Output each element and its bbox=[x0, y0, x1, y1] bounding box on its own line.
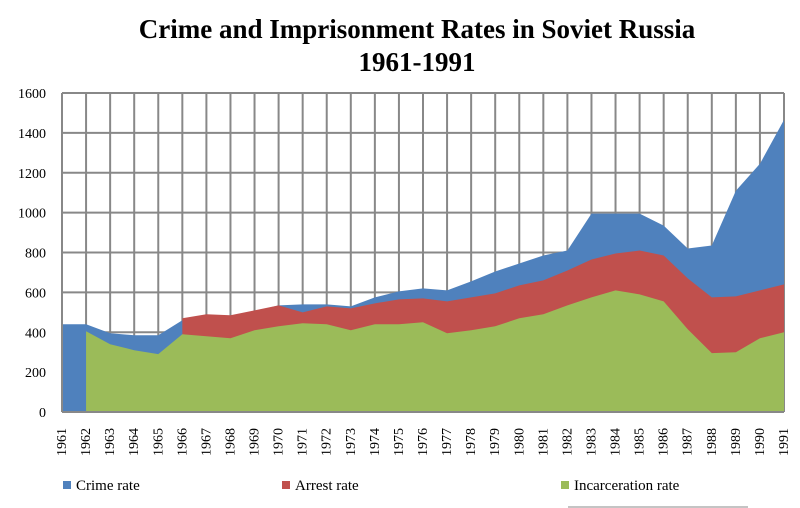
x-tick-label: 1975 bbox=[392, 428, 407, 456]
chart-subtitle: 1961-1991 bbox=[359, 47, 476, 77]
y-tick-label: 1200 bbox=[18, 167, 46, 182]
x-tick-label: 1966 bbox=[175, 428, 190, 456]
x-tick-label: 1980 bbox=[512, 428, 527, 456]
legend-label: Arrest rate bbox=[295, 478, 359, 494]
y-axis-tick-labels: 0 200 400 600 800 1000 1200 1400 1600 bbox=[18, 87, 46, 421]
x-tick-label: 1969 bbox=[248, 428, 263, 456]
x-tick-label: 1973 bbox=[344, 428, 359, 456]
axes bbox=[61, 93, 784, 413]
x-tick-label: 1963 bbox=[103, 428, 118, 456]
x-tick-label: 1971 bbox=[296, 428, 311, 456]
x-tick-label: 1968 bbox=[223, 428, 238, 456]
x-tick-label: 1990 bbox=[753, 428, 768, 456]
legend-swatch bbox=[561, 481, 569, 489]
y-tick-label: 400 bbox=[25, 326, 46, 341]
x-tick-label: 1965 bbox=[151, 428, 166, 456]
y-tick-label: 0 bbox=[39, 406, 46, 421]
x-tick-label: 1976 bbox=[416, 428, 431, 456]
x-tick-label: 1961 bbox=[55, 428, 70, 456]
legend: Crime rate Arrest rate Incarceration rate bbox=[63, 478, 748, 508]
x-tick-label: 1972 bbox=[320, 428, 335, 456]
x-tick-label: 1977 bbox=[440, 428, 455, 456]
x-tick-label: 1982 bbox=[560, 428, 575, 456]
legend-label: Incarceration rate bbox=[574, 478, 680, 494]
x-tick-label: 1988 bbox=[705, 428, 720, 456]
y-tick-label: 1600 bbox=[18, 87, 46, 102]
x-tick-label: 1970 bbox=[272, 428, 287, 456]
chart-title: Crime and Imprisonment Rates in Soviet R… bbox=[139, 14, 696, 44]
x-tick-label: 1983 bbox=[584, 428, 599, 456]
y-tick-label: 200 bbox=[25, 366, 46, 381]
x-tick-label: 1984 bbox=[609, 428, 624, 456]
x-tick-label: 1991 bbox=[777, 428, 792, 456]
y-tick-label: 1400 bbox=[18, 127, 46, 142]
x-axis-tick-labels: 1961 1962 1963 1964 1965 1966 1967 1968 1969 1970… bbox=[55, 428, 792, 456]
legend-swatch bbox=[63, 481, 71, 489]
x-tick-label: 1964 bbox=[127, 428, 142, 456]
legend-swatch bbox=[282, 481, 290, 489]
legend-label: Crime rate bbox=[76, 478, 140, 494]
plot-areas bbox=[62, 119, 785, 413]
y-tick-label: 800 bbox=[25, 247, 46, 262]
area-series-incarceration-rate bbox=[86, 290, 785, 412]
y-tick-label: 600 bbox=[25, 286, 46, 301]
x-tick-label: 1978 bbox=[464, 428, 479, 456]
x-tick-label: 1962 bbox=[79, 428, 94, 456]
x-tick-label: 1974 bbox=[368, 428, 383, 456]
x-tick-label: 1979 bbox=[488, 428, 503, 456]
x-tick-label: 1985 bbox=[633, 428, 648, 456]
x-tick-label: 1986 bbox=[657, 428, 672, 456]
y-tick-label: 1000 bbox=[18, 207, 46, 222]
x-tick-label: 1981 bbox=[536, 428, 551, 456]
x-tick-label: 1989 bbox=[729, 428, 744, 456]
x-tick-label: 1987 bbox=[681, 428, 696, 456]
x-tick-label: 1967 bbox=[199, 428, 214, 456]
